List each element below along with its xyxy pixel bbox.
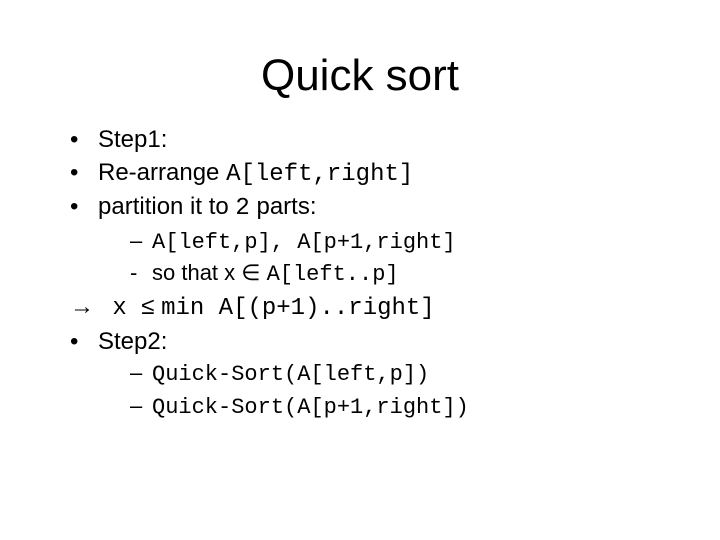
subbullet-qs1: Quick-Sort(A[left,p])	[130, 358, 720, 391]
code-qs2: Quick-Sort(A[p+1,right])	[152, 395, 469, 420]
code-sothat: A[left..p]	[267, 262, 399, 287]
code-partition-num: 2	[235, 195, 249, 222]
bullet-partition: partition it to 2 parts:	[70, 191, 720, 225]
bullet-conclusion: → x ≤ min A[(p+1)..right]	[70, 291, 720, 325]
bullet-list-level1: Step1: Re-arrange A[left,right] partitio…	[0, 124, 720, 225]
subbullet-qs2: Quick-Sort(A[p+1,right])	[130, 391, 720, 424]
arrow-icon: →	[70, 291, 98, 323]
code-arrow: min A[(p+1)..right]	[161, 295, 435, 322]
text-step1: Step1:	[98, 126, 167, 153]
code-rearrange: A[left,right]	[226, 161, 413, 188]
text-arrow-pre: x	[98, 295, 141, 322]
text-sothat-pre: so that x	[152, 260, 241, 285]
bullet-step2: Step2:	[70, 326, 720, 358]
bullet-step1: Step1:	[70, 124, 720, 156]
subbullet-parts: A[left,p], A[p+1,right]	[130, 226, 720, 259]
text-partition-pre: partition it to	[98, 193, 235, 220]
bullet-list-level2-b: Quick-Sort(A[left,p]) Quick-Sort(A[p+1,r…	[0, 358, 720, 424]
text-rearrange-pre: Re-arrange	[98, 159, 226, 186]
slide: Quick sort Step1: Re-arrange A[left,righ…	[0, 0, 720, 540]
bullet-list-level2-a: A[left,p], A[p+1,right] so that x ∈ A[le…	[0, 226, 720, 292]
sym-elementof: ∈	[241, 260, 260, 285]
text-partition-post: parts:	[250, 193, 317, 220]
text-step2: Step2:	[98, 328, 167, 355]
sym-lte: ≤	[141, 293, 154, 320]
slide-title: Quick sort	[0, 52, 720, 100]
bullet-list-level1-b: → x ≤ min A[(p+1)..right] Step2:	[0, 291, 720, 358]
subbullet-sothat: so that x ∈ A[left..p]	[130, 258, 720, 291]
code-parts: A[left,p], A[p+1,right]	[152, 230, 456, 255]
code-qs1: Quick-Sort(A[left,p])	[152, 362, 429, 387]
bullet-rearrange: Re-arrange A[left,right]	[70, 157, 720, 191]
